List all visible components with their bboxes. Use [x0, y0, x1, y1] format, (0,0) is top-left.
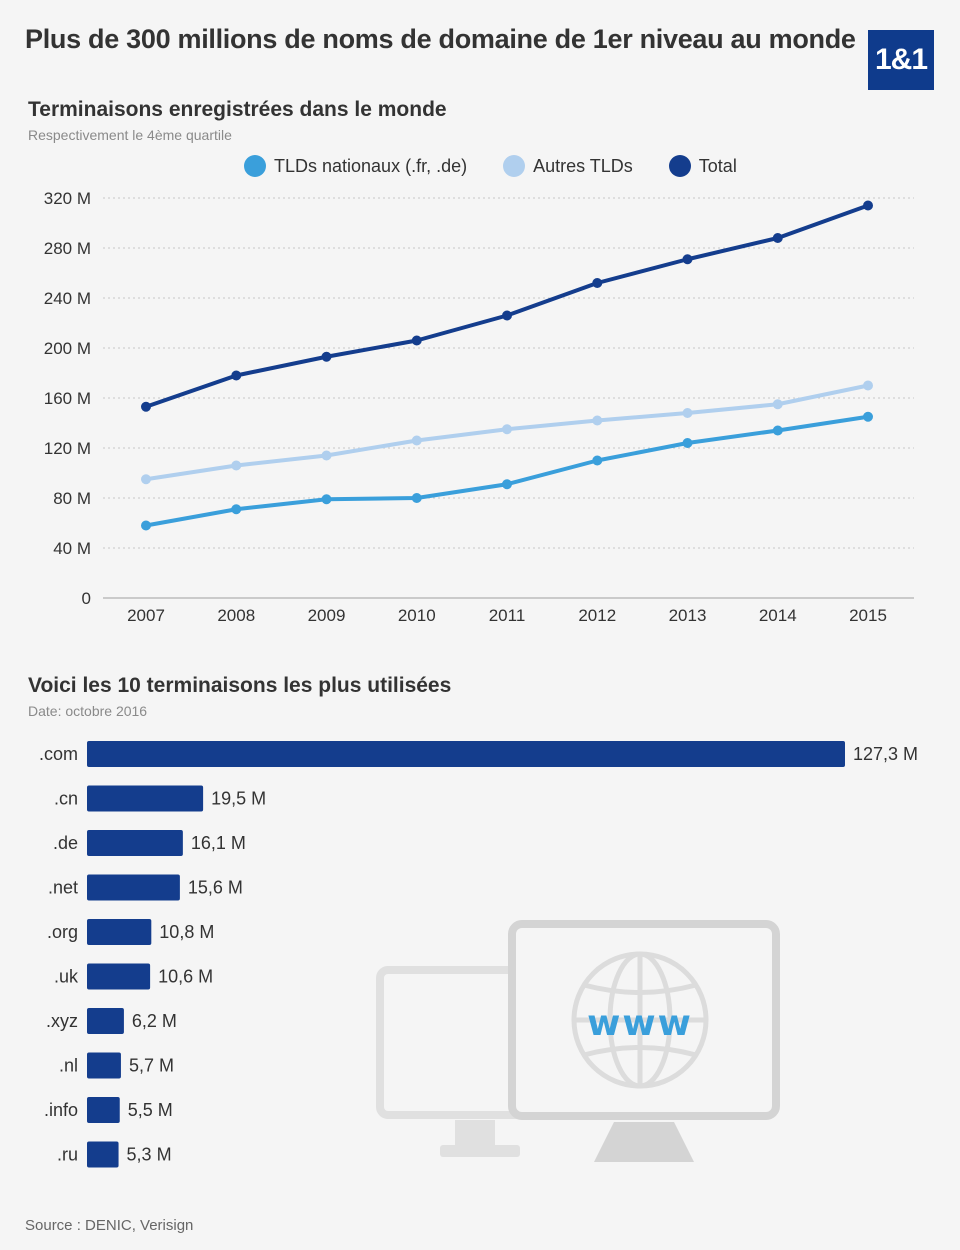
- data-point: [502, 310, 512, 321]
- legend-item-total: Total: [668, 155, 737, 177]
- page-title: Plus de 300 millions de noms de domaine …: [25, 24, 856, 54]
- y-tick-label: 320 M: [44, 189, 91, 208]
- bar-value-label: 5,7 M: [129, 1056, 174, 1076]
- x-tick-label: 2015: [849, 606, 887, 625]
- bar-value-label: 127,3 M: [853, 744, 918, 764]
- bar: [87, 741, 845, 767]
- bar: [87, 1141, 119, 1168]
- legend-label-autres: Autres TLDs: [533, 155, 633, 176]
- y-tick-label: 200 M: [44, 339, 91, 358]
- data-point: [231, 504, 242, 515]
- bar-category-label: .ru: [57, 1145, 78, 1165]
- bar-category-label: .info: [44, 1100, 78, 1120]
- y-tick-label: 280 M: [44, 239, 91, 258]
- data-point: [863, 411, 873, 422]
- data-point: [502, 479, 512, 490]
- x-tick-label: 2014: [759, 606, 797, 625]
- data-point: [592, 455, 603, 466]
- www-label: www: [587, 1003, 693, 1044]
- bar-value-label: 19,5 M: [211, 789, 266, 809]
- bar-value-label: 5,3 M: [127, 1145, 172, 1165]
- monitor-illustration: www: [376, 920, 780, 1162]
- bar: [87, 1052, 121, 1079]
- bar: [87, 963, 151, 990]
- bar-category-label: .cn: [54, 789, 78, 809]
- data-point: [772, 233, 783, 243]
- legend-marker-autres: [503, 155, 526, 177]
- bar-value-label: 16,1 M: [191, 833, 246, 853]
- data-point: [772, 425, 783, 436]
- y-tick-label: 240 M: [44, 289, 91, 308]
- bar-value-label: 15,6 M: [188, 878, 243, 898]
- source-note: Source : DENIC, Verisign: [25, 1217, 194, 1234]
- bar-chart-subtitle: Date: octobre 2016: [28, 703, 148, 719]
- bar-chart: .com 127,3 M .cn 19,5 M .de 16,1 M .net 15,6 M.…: [39, 741, 918, 1168]
- x-tick-label: 2009: [308, 606, 346, 625]
- x-tick-label: 2010: [398, 606, 436, 625]
- data-point: [141, 401, 151, 412]
- bar-category-label: .uk: [54, 967, 79, 987]
- bar-category-label: .xyz: [46, 1011, 78, 1031]
- bar: [87, 1008, 124, 1034]
- legend-label-total: Total: [698, 155, 737, 176]
- data-point: [141, 474, 151, 485]
- data-point: [863, 200, 873, 211]
- data-point: [682, 438, 693, 448]
- data-point: [682, 408, 693, 418]
- line-chart-title: Terminaisons enregistrées dans le monde: [28, 98, 447, 121]
- legend-marker-total: [668, 155, 691, 177]
- y-tick-label: 0: [82, 589, 91, 608]
- x-tick-label: 2012: [578, 606, 616, 625]
- bar-value-label: 10,8 M: [159, 922, 214, 942]
- data-point: [321, 351, 332, 362]
- bar-category-label: .com: [39, 744, 78, 764]
- bar: [87, 785, 204, 812]
- line-chart: 0 40 M 80 M 120 M 160 M 200 M 240 M 280 M 320 M 2…: [44, 189, 914, 625]
- bar-category-label: .de: [53, 833, 78, 853]
- y-tick-label: 80 M: [53, 489, 91, 508]
- bar: [87, 919, 152, 945]
- y-tick-label: 40 M: [53, 539, 91, 558]
- bar-value-label: 10,6 M: [158, 967, 213, 987]
- bar-category-label: .nl: [59, 1056, 78, 1076]
- bar-value-label: 6,2 M: [132, 1011, 177, 1031]
- data-point: [321, 494, 332, 505]
- x-tick-label: 2013: [669, 606, 707, 625]
- brand-logo: 1&1: [868, 30, 934, 90]
- data-point: [231, 460, 242, 471]
- data-point: [411, 335, 422, 346]
- globe-icon: [571, 951, 709, 1089]
- line-chart-legend: TLDs nationaux (.fr, .de) Autres TLDs To…: [244, 152, 737, 180]
- legend-marker-national: [244, 155, 266, 177]
- data-point: [592, 415, 603, 426]
- data-point: [592, 278, 603, 288]
- bar: [87, 830, 183, 856]
- y-tick-label: 120 M: [44, 439, 91, 458]
- data-point: [682, 254, 693, 265]
- series-line-2: [145, 203, 869, 409]
- data-point: [321, 450, 332, 461]
- bar-category-label: .net: [48, 878, 78, 898]
- legend-item-autres: Autres TLDs: [503, 155, 633, 177]
- data-point: [772, 399, 783, 410]
- bar-category-label: .org: [47, 922, 78, 942]
- bar-chart-title: Voici les 10 terminaisons les plus utili…: [28, 674, 452, 697]
- x-tick-label: 2007: [127, 606, 165, 625]
- y-tick-label: 160 M: [44, 389, 91, 408]
- bar-value-label: 5,5 M: [128, 1100, 173, 1120]
- data-point: [502, 424, 512, 435]
- bar: [87, 874, 180, 901]
- data-point: [863, 380, 873, 391]
- x-tick-label: 2011: [489, 606, 526, 625]
- legend-label-national: TLDs nationaux (.fr, .de): [274, 155, 468, 176]
- data-point: [231, 370, 242, 381]
- legend-item-national: TLDs nationaux (.fr, .de): [244, 155, 467, 177]
- x-tick-label: 2008: [217, 606, 255, 625]
- data-point: [141, 520, 151, 531]
- line-chart-subtitle: Respectivement le 4ème quartile: [28, 127, 232, 143]
- bar: [87, 1097, 120, 1123]
- data-point: [411, 435, 422, 446]
- data-point: [411, 493, 422, 503]
